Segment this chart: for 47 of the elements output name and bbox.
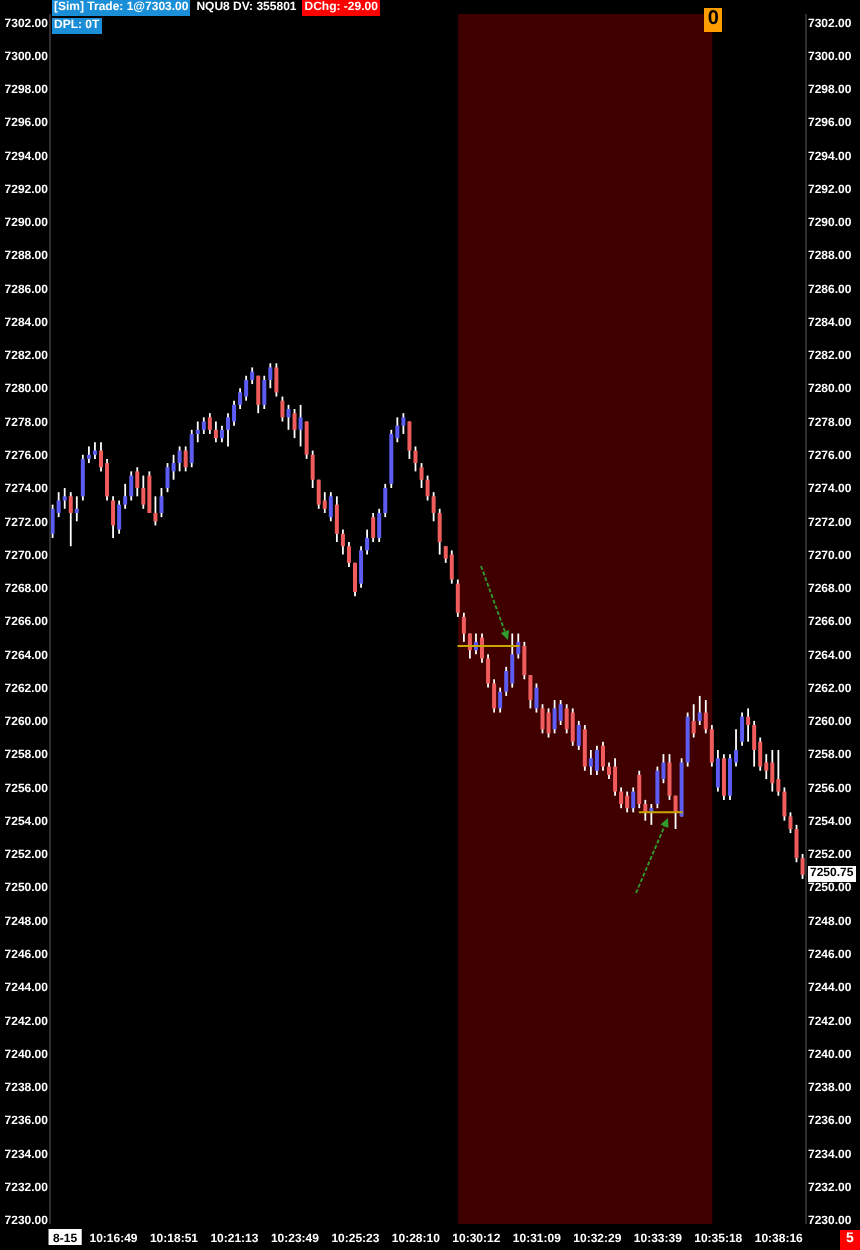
- candlestick: [588, 749, 593, 776]
- candlestick: [461, 611, 466, 643]
- candlestick: [165, 462, 170, 494]
- candlestick: [667, 753, 672, 801]
- candlestick: [691, 703, 696, 739]
- candlestick: [80, 453, 85, 502]
- candlestick: [159, 487, 164, 519]
- candlestick: [413, 445, 418, 473]
- candlestick: [546, 707, 551, 739]
- candlestick: [74, 495, 79, 523]
- candlestick: [552, 699, 557, 735]
- candlestick: [129, 470, 134, 502]
- candlestick: [280, 395, 285, 423]
- candlestick: [401, 412, 406, 435]
- candlestick: [449, 549, 454, 585]
- candlestick: [721, 753, 726, 801]
- candlestick: [153, 495, 158, 527]
- candlestick: [189, 428, 194, 469]
- candlestick: [455, 578, 460, 618]
- candlestick: [256, 374, 261, 415]
- candlestick: [207, 412, 212, 435]
- annotation: 0: [704, 8, 723, 32]
- candlestick: [171, 453, 176, 481]
- candlestick: [62, 487, 67, 510]
- candlestick: [570, 707, 575, 747]
- candlestick: [407, 420, 412, 460]
- candlestick: [286, 403, 291, 431]
- candlestick: [177, 445, 182, 473]
- candlestick: [213, 420, 218, 444]
- candlestick: [298, 403, 303, 448]
- candlestick: [534, 682, 539, 714]
- candlestick: [655, 765, 660, 810]
- candlestick: [111, 495, 116, 539]
- candlestick: [147, 470, 152, 514]
- candlestick: [510, 632, 515, 689]
- candlestick: [770, 749, 775, 793]
- candlestick: [244, 374, 249, 402]
- candlestick: [68, 491, 73, 548]
- candlestick: [292, 408, 297, 440]
- candlestick: [274, 362, 279, 398]
- candlestick: [582, 724, 587, 772]
- candlestick: [673, 794, 678, 830]
- candlestick: [141, 474, 146, 510]
- candlestick: [558, 699, 563, 726]
- candlestick: [600, 740, 605, 772]
- candlestick: [625, 790, 630, 814]
- candlestick: [594, 744, 599, 776]
